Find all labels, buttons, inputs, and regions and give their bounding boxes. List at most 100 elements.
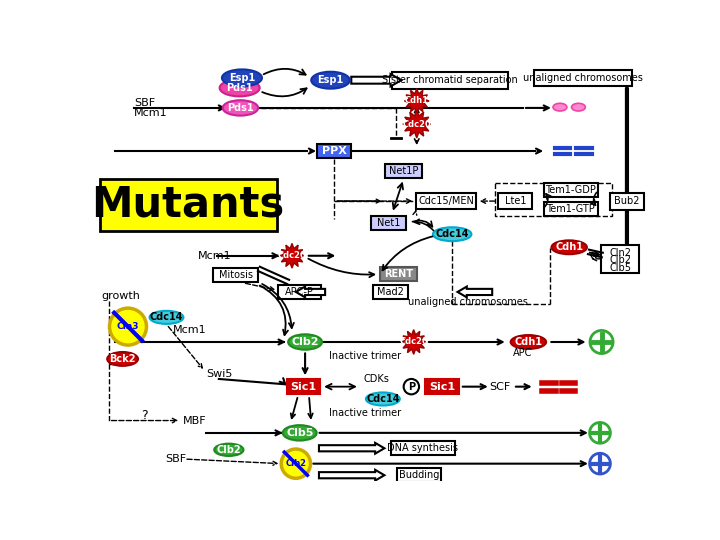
Text: unaligned chromosomes: unaligned chromosomes — [408, 297, 528, 307]
Text: Tem1-GTP: Tem1-GTP — [546, 204, 595, 214]
Text: Bck2: Bck2 — [109, 354, 136, 364]
Polygon shape — [296, 287, 325, 298]
Text: Mcm1: Mcm1 — [198, 251, 232, 261]
Ellipse shape — [510, 335, 546, 349]
Text: Cdc20: Cdc20 — [278, 251, 307, 260]
Text: Swi5: Swi5 — [206, 369, 232, 379]
Ellipse shape — [283, 425, 317, 441]
Text: Cln3: Cln3 — [117, 322, 139, 331]
Text: ?: ? — [141, 409, 148, 422]
Ellipse shape — [288, 334, 322, 350]
Text: Mutants: Mutants — [91, 184, 284, 226]
FancyBboxPatch shape — [318, 144, 351, 158]
Circle shape — [109, 308, 146, 345]
Text: Cln2: Cln2 — [609, 248, 631, 258]
Text: Net1P: Net1P — [389, 166, 418, 176]
Text: Cdc20: Cdc20 — [400, 338, 428, 347]
Text: APC: APC — [513, 348, 533, 358]
Text: Tem1-GDP: Tem1-GDP — [545, 185, 596, 195]
Text: Clb2: Clb2 — [609, 255, 631, 265]
Ellipse shape — [215, 444, 243, 456]
Text: Cdh1: Cdh1 — [405, 97, 428, 105]
Text: Clb2: Clb2 — [217, 445, 241, 455]
Text: Esp1: Esp1 — [229, 73, 255, 83]
Text: SBF: SBF — [165, 454, 186, 464]
Text: MBF: MBF — [183, 416, 207, 426]
Text: Mitosis: Mitosis — [219, 270, 253, 280]
Ellipse shape — [572, 103, 585, 111]
Ellipse shape — [553, 103, 567, 111]
FancyBboxPatch shape — [213, 268, 258, 282]
Polygon shape — [319, 443, 384, 454]
FancyBboxPatch shape — [498, 193, 532, 209]
Text: Cdc14: Cdc14 — [366, 394, 400, 404]
Text: growth: growth — [101, 291, 140, 301]
Text: PPX: PPX — [322, 146, 347, 156]
Text: Inactive trimer: Inactive trimer — [329, 408, 401, 418]
Text: Pds1: Pds1 — [226, 83, 253, 93]
Text: Net1: Net1 — [377, 218, 400, 228]
Ellipse shape — [150, 311, 184, 324]
Text: CDKs: CDKs — [364, 374, 390, 384]
Text: Inactive trimer: Inactive trimer — [329, 351, 401, 361]
FancyBboxPatch shape — [278, 285, 321, 299]
FancyBboxPatch shape — [392, 72, 508, 89]
Text: Cdh1: Cdh1 — [514, 337, 542, 347]
Ellipse shape — [107, 352, 138, 366]
Text: Cdh1: Cdh1 — [555, 242, 583, 252]
Text: P: P — [408, 382, 415, 392]
Text: Bub2: Bub2 — [614, 196, 639, 206]
Polygon shape — [401, 330, 426, 354]
FancyBboxPatch shape — [99, 179, 276, 231]
Text: DNA synthesis: DNA synthesis — [387, 443, 459, 453]
Text: SCF: SCF — [490, 382, 510, 392]
Ellipse shape — [220, 79, 260, 96]
Text: RENT: RENT — [384, 269, 413, 279]
Text: Clb2: Clb2 — [292, 337, 319, 347]
Ellipse shape — [366, 393, 400, 406]
FancyBboxPatch shape — [371, 215, 406, 230]
Polygon shape — [405, 89, 429, 113]
FancyBboxPatch shape — [287, 379, 320, 394]
Text: Clb2: Clb2 — [285, 459, 306, 468]
Text: Sister chromatid separation: Sister chromatid separation — [382, 75, 518, 85]
FancyBboxPatch shape — [544, 202, 598, 215]
Ellipse shape — [433, 227, 472, 241]
Polygon shape — [457, 287, 492, 298]
Text: Clb5: Clb5 — [609, 263, 631, 273]
FancyBboxPatch shape — [391, 441, 455, 455]
Ellipse shape — [222, 70, 262, 86]
Text: Sic1: Sic1 — [429, 382, 455, 392]
Text: Cdc15/MEN: Cdc15/MEN — [418, 196, 474, 206]
Text: Mcm1: Mcm1 — [173, 325, 206, 335]
Text: Cdc14: Cdc14 — [436, 229, 469, 239]
Text: Mcm1: Mcm1 — [134, 109, 168, 118]
FancyBboxPatch shape — [600, 245, 639, 273]
FancyBboxPatch shape — [534, 70, 632, 85]
Ellipse shape — [222, 100, 258, 116]
Text: Lte1: Lte1 — [505, 196, 526, 206]
FancyBboxPatch shape — [544, 184, 598, 197]
Text: Clb5: Clb5 — [286, 428, 313, 438]
Text: SBF: SBF — [134, 98, 156, 109]
FancyBboxPatch shape — [397, 468, 441, 482]
Polygon shape — [279, 244, 305, 268]
Polygon shape — [403, 110, 431, 138]
Polygon shape — [319, 470, 384, 481]
Text: Sic1: Sic1 — [290, 382, 317, 392]
Text: Pds1: Pds1 — [227, 103, 253, 113]
Ellipse shape — [311, 72, 350, 89]
Text: Esp1: Esp1 — [318, 75, 343, 85]
Text: Cdc14: Cdc14 — [150, 312, 183, 322]
Circle shape — [404, 379, 419, 394]
FancyBboxPatch shape — [379, 267, 417, 281]
Text: Budding: Budding — [399, 470, 439, 480]
FancyBboxPatch shape — [416, 193, 476, 209]
Circle shape — [282, 449, 310, 478]
FancyBboxPatch shape — [610, 193, 644, 210]
Ellipse shape — [552, 240, 587, 254]
Text: Cdc20: Cdc20 — [402, 119, 431, 129]
FancyBboxPatch shape — [373, 285, 408, 299]
Polygon shape — [351, 74, 401, 86]
Text: APC-P: APC-P — [285, 287, 314, 297]
